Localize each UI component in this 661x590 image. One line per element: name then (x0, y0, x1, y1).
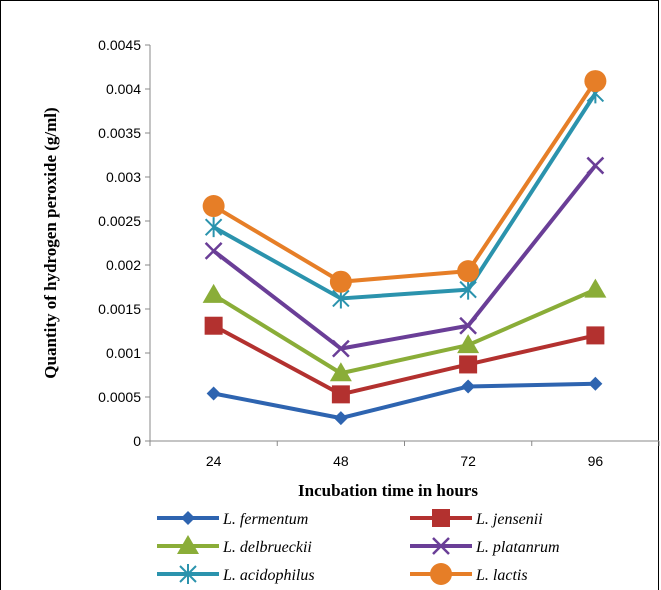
data-point-square (459, 355, 478, 374)
y-tick-label: 0.0025 (98, 213, 141, 229)
y-tick-labels: 0 0.0005 0.001 0.0015 0.002 0.0025 0.003 0.0035… (98, 37, 141, 449)
series-l-delbrueckii (202, 278, 607, 382)
y-tick-label: 0.002 (106, 257, 141, 273)
legend-item: L. platanrum (410, 537, 560, 556)
data-point-asterisk (204, 217, 223, 238)
data-point-circle (457, 260, 480, 283)
data-point-circle (584, 70, 607, 93)
y-tick-label: 0.003 (106, 169, 141, 185)
legend-marker-square (432, 509, 450, 527)
series-l-fermentum (206, 376, 603, 426)
data-point-triangle (202, 283, 225, 303)
data-point-diamond (206, 386, 221, 401)
data-point-square (586, 326, 605, 345)
data-point-triangle (457, 334, 480, 354)
series-lines (202, 70, 607, 426)
legend-item: L. delbrueckii (157, 535, 312, 556)
x-tick-label: 72 (460, 453, 476, 469)
data-point-diamond (333, 411, 348, 426)
x-tick-labels: 24 48 72 96 (206, 453, 604, 469)
series-l-platanrum (204, 156, 605, 358)
y-tick-label: 0.001 (106, 345, 141, 361)
series-l-acidophilus (204, 83, 605, 309)
legend-item: L. fermentum (157, 511, 308, 528)
y-axis-title: Quantity of hydrogen peroxide (g/ml) (41, 107, 60, 378)
y-tick-label: 0.0035 (98, 125, 141, 141)
data-point-x (459, 316, 478, 335)
data-point-diamond (461, 379, 476, 394)
series-line (212, 164, 597, 351)
data-point-x (586, 156, 605, 175)
data-point-x (331, 339, 350, 358)
data-point-triangle (329, 362, 352, 382)
data-point-asterisk (459, 279, 477, 300)
y-tick-label: 0.0005 (98, 389, 141, 405)
legend-label: L. jensenii (475, 511, 543, 528)
series-line (212, 79, 598, 284)
data-point-square (331, 385, 350, 404)
y-tick-label: 0.0045 (98, 37, 141, 53)
series-line (213, 381, 596, 421)
series-l-jensenii (204, 316, 605, 404)
legend-label: L. platanrum (475, 539, 560, 556)
legend-marker-triangle (177, 535, 199, 554)
legend-marker-x (432, 537, 450, 555)
data-point-x (204, 242, 223, 260)
legend-item: L. jensenii (410, 509, 543, 528)
y-tick-label: 0.004 (106, 81, 141, 97)
legend-label: L. delbrueckii (222, 539, 312, 556)
data-point-circle (329, 270, 352, 293)
axes (145, 44, 660, 446)
legend-marker-circle (430, 563, 452, 585)
legend-marker-diamond (181, 511, 195, 525)
x-tick-label: 24 (206, 453, 222, 469)
series-l-lactis (202, 70, 607, 293)
legend-item: L. lactis (410, 563, 528, 585)
data-point-triangle (584, 278, 607, 298)
x-axis-title: Incubation time in hours (298, 481, 478, 500)
x-tick-label: 48 (333, 453, 349, 469)
data-point-square (204, 316, 223, 335)
x-tick-label: 96 (588, 453, 604, 469)
data-point-circle (202, 195, 225, 218)
series-line (212, 323, 596, 397)
legend-marker-asterisk (179, 564, 197, 584)
legend: L. fermentum L. jensenii L. delbrueckii L. … (157, 509, 560, 585)
series-line (212, 92, 598, 301)
legend-item: L. acidophilus (157, 564, 315, 584)
y-tick-label: 0 (133, 433, 141, 449)
legend-label: L. lactis (475, 567, 528, 584)
legend-label: L. fermentum (222, 511, 308, 528)
data-point-diamond (588, 376, 603, 391)
y-tick-label: 0.0015 (98, 301, 141, 317)
legend-label: L. acidophilus (222, 567, 315, 584)
series-line (212, 287, 597, 376)
